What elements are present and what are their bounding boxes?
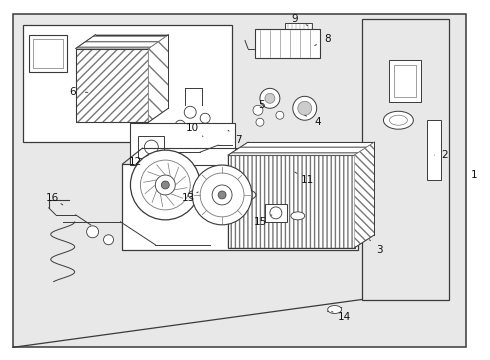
Bar [255, 28, 319, 58]
Circle shape [87, 226, 98, 238]
Bar [390, 60, 421, 102]
Bar [138, 136, 164, 158]
Bar [33, 39, 63, 68]
Text: 2: 2 [441, 150, 447, 160]
Circle shape [270, 207, 282, 219]
Text: 9: 9 [292, 14, 298, 24]
Circle shape [130, 150, 200, 220]
Polygon shape [148, 35, 168, 122]
Bar [228, 155, 355, 248]
Text: 6: 6 [70, 87, 76, 97]
Text: 8: 8 [324, 33, 331, 44]
Text: 4: 4 [315, 117, 321, 127]
Polygon shape [75, 35, 168, 49]
Bar [427, 120, 441, 180]
Circle shape [253, 105, 263, 115]
Bar [29, 35, 67, 72]
Circle shape [256, 118, 264, 126]
Circle shape [184, 106, 196, 118]
Ellipse shape [328, 306, 342, 314]
Circle shape [218, 191, 226, 199]
Circle shape [204, 126, 212, 134]
Text: 16: 16 [46, 193, 59, 203]
Text: 12: 12 [129, 157, 142, 167]
Circle shape [161, 181, 169, 189]
Bar [130, 123, 235, 165]
Bar [285, 23, 312, 32]
Bar [75, 49, 148, 122]
Circle shape [298, 101, 312, 115]
Text: 11: 11 [301, 175, 315, 185]
Ellipse shape [291, 212, 305, 220]
Text: 14: 14 [338, 312, 351, 323]
Ellipse shape [384, 111, 414, 129]
Text: 5: 5 [259, 100, 265, 110]
Bar [394, 66, 416, 97]
Circle shape [145, 140, 158, 154]
Circle shape [175, 120, 185, 130]
Text: 10: 10 [186, 123, 199, 133]
Bar [23, 24, 232, 142]
Polygon shape [75, 49, 148, 122]
Polygon shape [31, 36, 63, 71]
Circle shape [200, 173, 244, 217]
Circle shape [141, 160, 190, 210]
Text: 15: 15 [253, 217, 267, 227]
Circle shape [293, 96, 317, 120]
Circle shape [192, 165, 252, 225]
Circle shape [260, 88, 280, 108]
Text: 7: 7 [235, 135, 242, 145]
Polygon shape [228, 142, 374, 155]
Circle shape [212, 185, 232, 205]
Ellipse shape [390, 115, 407, 125]
Polygon shape [122, 145, 358, 250]
Polygon shape [355, 142, 374, 248]
Bar [265, 204, 287, 222]
Bar [362, 19, 449, 300]
Text: 1: 1 [471, 170, 477, 180]
Polygon shape [228, 155, 355, 248]
Circle shape [265, 93, 275, 103]
Circle shape [103, 235, 114, 245]
Text: 13: 13 [182, 193, 195, 203]
Circle shape [276, 111, 284, 119]
Circle shape [155, 175, 175, 195]
Text: 3: 3 [376, 245, 383, 255]
Circle shape [200, 113, 210, 123]
